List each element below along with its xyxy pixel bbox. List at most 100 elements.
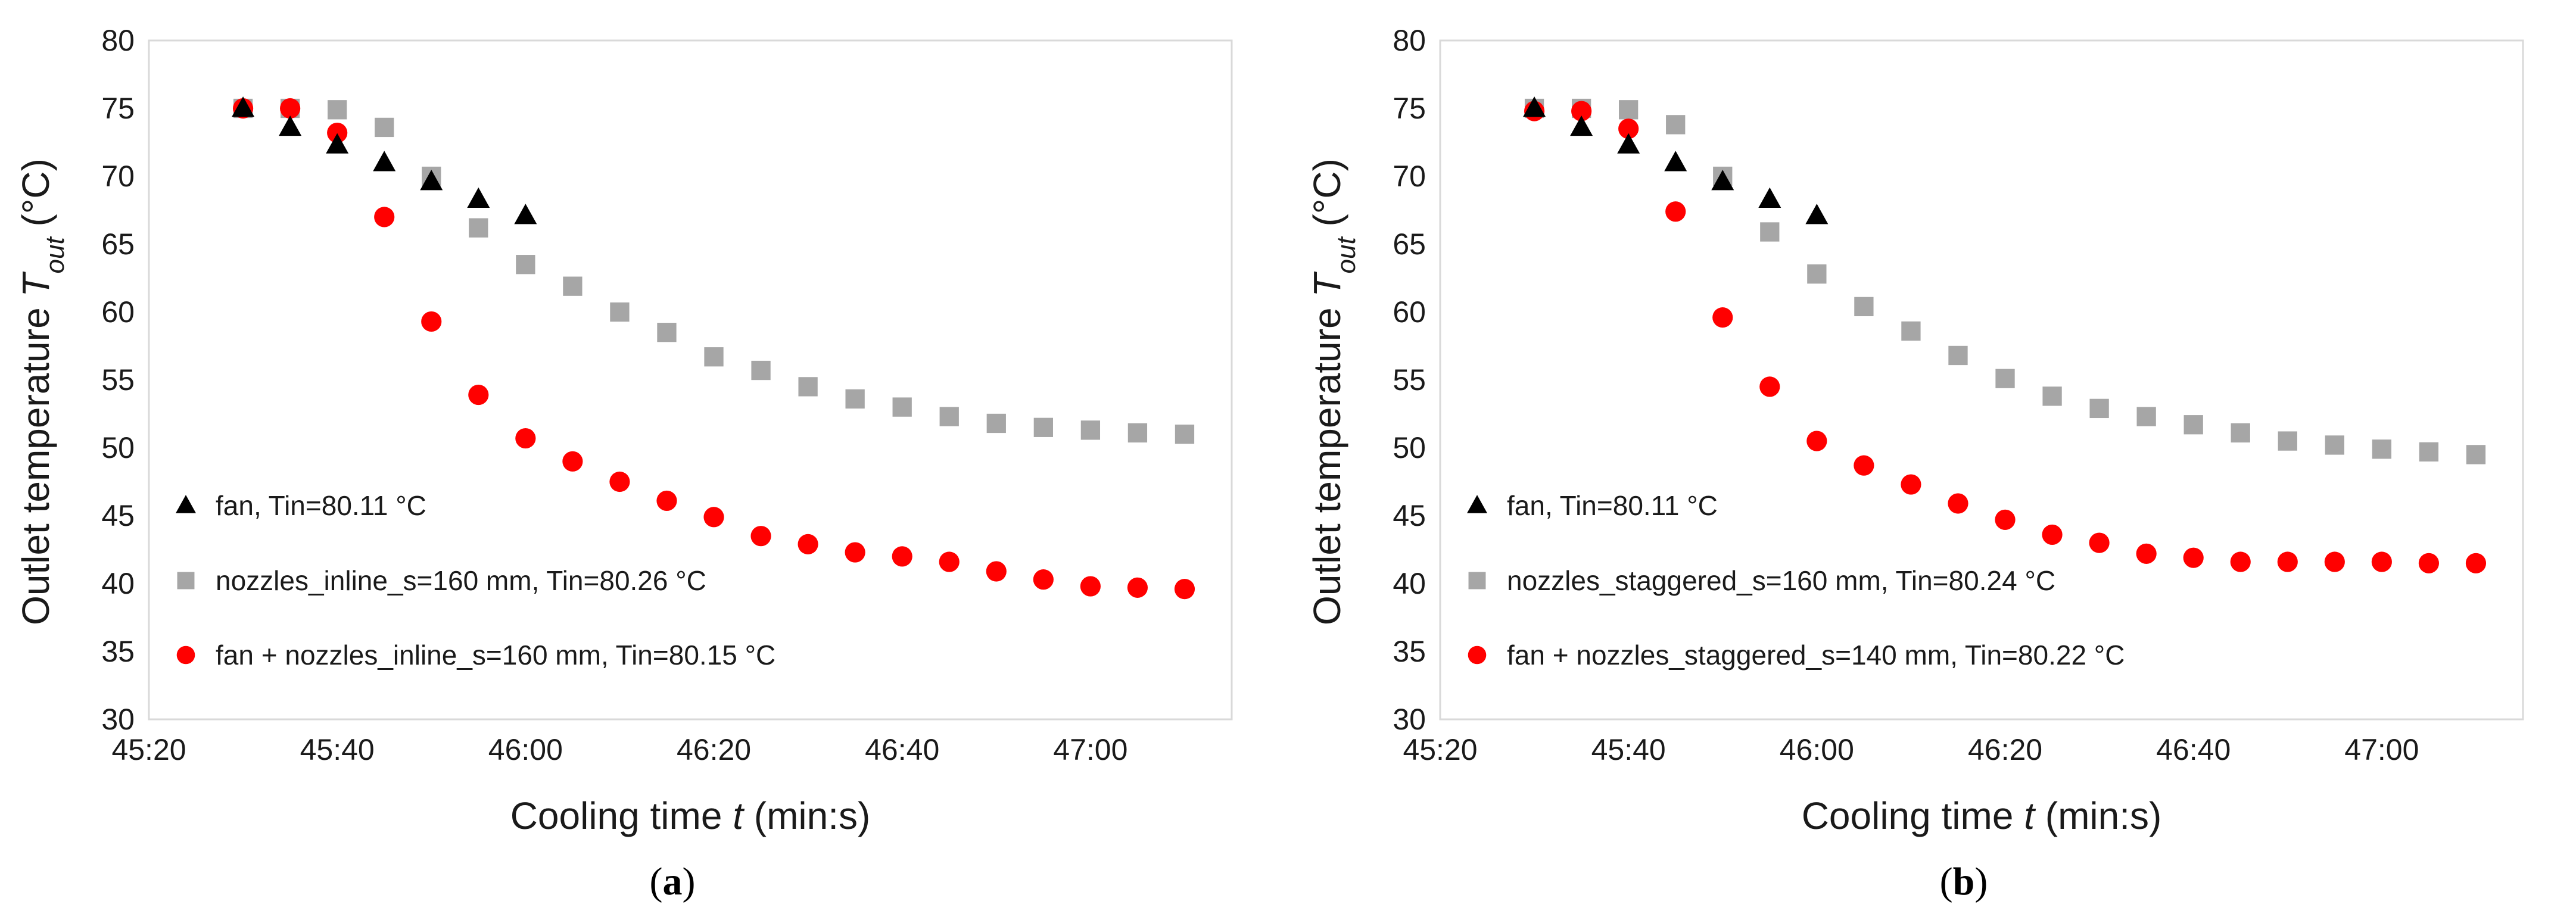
series-circle xyxy=(232,98,1195,600)
y-axis-label-unit: (°C) xyxy=(1306,158,1348,237)
legend-square-marker xyxy=(1468,572,1486,590)
data-point xyxy=(562,451,583,472)
panel-caption: (a) xyxy=(650,860,696,903)
data-point xyxy=(420,170,443,191)
series-triangle xyxy=(232,96,537,224)
legend-label: nozzles_staggered_s=160 mm, Tin=80.24 °C xyxy=(1507,565,2055,596)
data-point xyxy=(327,122,348,144)
data-point xyxy=(516,255,535,275)
data-point xyxy=(1948,345,1968,366)
data-point xyxy=(1571,101,1592,121)
data-marks xyxy=(232,96,1195,600)
legend-item: fan, Tin=80.11 °C xyxy=(1467,490,1718,521)
y-axis-label-unit: (°C) xyxy=(14,158,57,237)
data-point xyxy=(2136,543,2157,564)
data-point xyxy=(1174,579,1195,600)
x-axis-label-variable: t xyxy=(733,794,745,837)
x-tick-label: 46:40 xyxy=(2156,733,2231,766)
x-tick-label: 46:00 xyxy=(1780,733,1854,766)
chart-panel-a: 30 35 40 45 50 55 60 65 70 75 80 45:20 45:40 46:00 46… xyxy=(14,24,1233,903)
series-square xyxy=(233,98,1195,444)
legend-item: fan, Tin=80.11 °C xyxy=(176,490,426,521)
data-point xyxy=(1665,201,1686,222)
data-point xyxy=(1854,297,1874,317)
legend: fan, Tin=80.11 °C nozzles_staggered_s=160… xyxy=(1467,490,2125,671)
data-point xyxy=(280,98,301,119)
legend-label: fan, Tin=80.11 °C xyxy=(1507,490,1718,521)
data-point xyxy=(421,311,442,332)
legend-label: fan + nozzles_inline_s=160 mm, Tin=80.15… xyxy=(216,640,775,671)
data-point xyxy=(657,323,677,342)
legend-item: fan + nozzles_inline_s=160 mm, Tin=80.15… xyxy=(176,640,775,671)
data-point xyxy=(1570,115,1593,136)
data-point xyxy=(939,551,960,572)
y-tick-label: 55 xyxy=(101,363,135,397)
caption-open-paren: ( xyxy=(650,860,663,903)
data-point xyxy=(1901,321,1921,341)
caption-close-paren: ) xyxy=(1974,860,1988,903)
y-tick-label: 45 xyxy=(101,499,135,532)
data-point xyxy=(1760,222,1780,242)
data-point xyxy=(939,407,959,426)
data-point xyxy=(1807,264,1827,284)
y-tick-label: 70 xyxy=(1393,160,1426,193)
y-axis-ticks: 30 35 40 45 50 55 60 65 70 75 80 xyxy=(101,24,135,736)
x-axis-label-suffix: (min:s) xyxy=(743,794,870,837)
x-axis-ticks: 45:20 45:40 46:00 46:20 46:40 47:00 xyxy=(111,733,1127,766)
y-tick-label: 50 xyxy=(1393,431,1426,464)
x-tick-label: 46:20 xyxy=(1968,733,2042,766)
x-tick-label: 46:20 xyxy=(677,733,751,766)
data-point xyxy=(1948,493,1968,514)
data-point xyxy=(1175,425,1195,444)
chart-panel-b: 30 35 40 45 50 55 60 65 70 75 80 45:20 45:40 46:00 46… xyxy=(1306,24,2524,903)
data-point xyxy=(845,542,865,563)
x-axis-label-suffix: (min:s) xyxy=(2035,794,2161,837)
data-point xyxy=(845,389,865,409)
data-point xyxy=(2042,524,2063,545)
data-point xyxy=(704,347,724,367)
data-point xyxy=(892,397,912,417)
y-tick-label: 30 xyxy=(1393,703,1426,736)
x-axis-label-variable: t xyxy=(2024,794,2036,837)
data-point xyxy=(1759,376,1780,397)
y-axis-label-subscript: out xyxy=(41,236,70,274)
legend-label: fan + nozzles_staggered_s=140 mm, Tin=80… xyxy=(1507,640,2125,671)
data-point xyxy=(2183,415,2203,435)
data-point xyxy=(1619,100,1639,120)
data-point xyxy=(1901,474,1921,495)
data-point xyxy=(563,276,583,296)
y-tick-label: 65 xyxy=(101,227,135,261)
x-axis-label: Cooling time t (min:s) xyxy=(1802,794,2162,837)
data-point xyxy=(986,561,1007,582)
y-tick-label: 50 xyxy=(101,431,135,464)
y-tick-label: 70 xyxy=(101,160,135,193)
data-point xyxy=(2278,431,2297,451)
data-point xyxy=(798,377,818,397)
y-tick-label: 80 xyxy=(1393,24,1426,57)
data-marks xyxy=(1523,96,2487,573)
data-point xyxy=(1854,455,1874,476)
data-point xyxy=(798,534,818,554)
y-tick-label: 75 xyxy=(1393,92,1426,125)
x-tick-label: 46:00 xyxy=(488,733,563,766)
x-tick-label: 46:40 xyxy=(865,733,939,766)
data-point xyxy=(1806,431,1827,451)
caption-open-paren: ( xyxy=(1940,860,1953,903)
data-point xyxy=(2136,407,2156,426)
data-point xyxy=(1664,151,1687,171)
legend-label: nozzles_inline_s=160 mm, Tin=80.26 °C xyxy=(216,565,706,596)
data-point xyxy=(469,218,488,238)
data-point xyxy=(610,302,630,322)
data-point xyxy=(703,507,724,528)
data-point xyxy=(1618,119,1639,139)
legend-item: fan + nozzles_staggered_s=140 mm, Tin=80… xyxy=(1468,640,2125,671)
data-point xyxy=(986,413,1006,434)
x-tick-label: 45:40 xyxy=(300,733,375,766)
plot-area-frame xyxy=(1439,39,2524,721)
data-point xyxy=(2324,551,2345,572)
data-point xyxy=(1033,569,1054,590)
data-point xyxy=(1712,307,1733,328)
y-tick-label: 80 xyxy=(101,24,135,57)
legend-circle-marker xyxy=(176,646,195,665)
